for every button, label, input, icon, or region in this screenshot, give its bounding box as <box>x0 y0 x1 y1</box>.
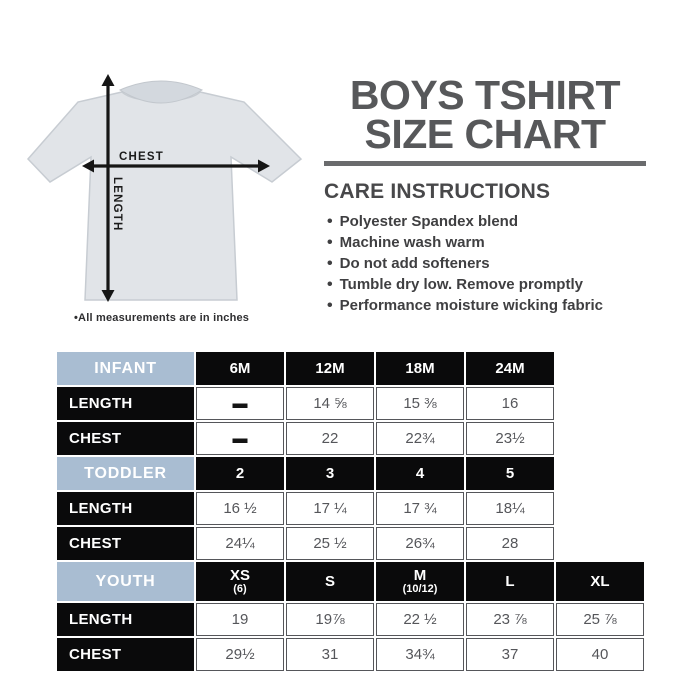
value-cell: 25 ⅞ <box>556 603 644 636</box>
care-item: Do not add softeners <box>324 253 646 274</box>
size-table: INFANT 6M 12M 18M 24M LENGTH ▬ 14 ⅝ 15 ⅜… <box>57 352 644 671</box>
value-cell: 24¼ <box>196 527 284 560</box>
size-header-cell: 18M <box>376 352 464 385</box>
length-label: LENGTH <box>111 177 123 231</box>
care-item-text: Do not add softeners <box>339 255 490 272</box>
empty-cell <box>556 352 644 385</box>
tshirt-illustration: CHEST LENGTH <box>26 74 303 302</box>
size-header-cell: S <box>286 562 374 601</box>
empty-cell <box>556 422 644 455</box>
value-cell: ▬ <box>196 387 284 420</box>
size-text: 3 <box>325 465 335 482</box>
empty-cell <box>556 527 644 560</box>
section-header-youth: YOUTH <box>57 562 194 601</box>
care-item-text: Performance moisture wicking fabric <box>339 297 604 314</box>
tshirt-shape <box>26 91 303 301</box>
size-header-cell: 4 <box>376 457 464 490</box>
size-header-cell: 3 <box>286 457 374 490</box>
care-item: Polyester Spandex blend <box>324 211 646 232</box>
size-text: XL <box>590 573 610 590</box>
value-cell: 31 <box>286 638 374 671</box>
page-title: BOYS TSHIRT SIZE CHART <box>324 72 646 157</box>
size-header-cell: 6M <box>196 352 284 385</box>
value-cell: 19 <box>196 603 284 636</box>
size-text: 2 <box>235 465 245 482</box>
measure-label-cell: CHEST <box>57 527 194 560</box>
empty-cell <box>556 492 644 525</box>
section-header-infant: INFANT <box>57 352 194 385</box>
measure-label-cell: CHEST <box>57 422 194 455</box>
value-cell: 29½ <box>196 638 284 671</box>
care-item-text: Machine wash warm <box>339 234 485 251</box>
size-text: 6M <box>229 360 251 377</box>
size-header-cell: 5 <box>466 457 554 490</box>
care-item: Performance moisture wicking fabric <box>324 295 646 316</box>
value-cell: 26¾ <box>376 527 464 560</box>
size-header-cell: 24M <box>466 352 554 385</box>
size-text: 12M <box>315 360 345 377</box>
value-cell: 14 ⅝ <box>286 387 374 420</box>
size-text: 24M <box>495 360 525 377</box>
value-cell: 37 <box>466 638 554 671</box>
size-header-cell: M (10/12) <box>376 562 464 601</box>
value-cell: 16 <box>466 387 554 420</box>
value-cell: 16 ½ <box>196 492 284 525</box>
value-cell: 23½ <box>466 422 554 455</box>
info-column: BOYS TSHIRT SIZE CHART CARE INSTRUCTIONS… <box>324 72 646 316</box>
size-header-cell: 2 <box>196 457 284 490</box>
measure-label-cell: LENGTH <box>57 492 194 525</box>
size-subtext: (10/12) <box>402 583 438 595</box>
page-title-line2: SIZE CHART <box>364 111 607 157</box>
size-header-cell: XL <box>556 562 644 601</box>
size-subtext: (6) <box>233 583 247 595</box>
size-text: L <box>505 573 515 590</box>
size-header-cell: L <box>466 562 554 601</box>
size-text: S <box>324 573 335 590</box>
length-arrow <box>101 74 115 302</box>
empty-cell <box>556 457 644 490</box>
value-cell: 17 ¾ <box>376 492 464 525</box>
care-item: Machine wash warm <box>324 232 646 253</box>
size-text: 18M <box>405 360 435 377</box>
tshirt-diagram: CHEST LENGTH <box>22 70 307 310</box>
value-cell: 15 ⅜ <box>376 387 464 420</box>
measurement-note: •All measurements are in inches <box>74 312 250 324</box>
chest-arrow <box>82 159 270 173</box>
size-header-cell: 12M <box>286 352 374 385</box>
size-text: 5 <box>505 465 515 482</box>
value-cell: 34¾ <box>376 638 464 671</box>
title-divider <box>324 161 646 166</box>
value-cell: 28 <box>466 527 554 560</box>
value-cell: 25 ½ <box>286 527 374 560</box>
care-item: Tumble dry low. Remove promptly <box>324 274 646 295</box>
section-header-toddler: TODDLER <box>57 457 194 490</box>
value-cell: 19⅞ <box>286 603 374 636</box>
value-cell: 23 ⅞ <box>466 603 554 636</box>
size-text: 4 <box>415 465 425 482</box>
care-instructions-list: Polyester Spandex blend Machine wash war… <box>324 211 646 316</box>
chest-label: CHEST <box>119 151 164 163</box>
care-item-text: Tumble dry low. Remove promptly <box>339 276 583 293</box>
measure-label-cell: LENGTH <box>57 603 194 636</box>
value-cell: 17 ¼ <box>286 492 374 525</box>
care-item-text: Polyester Spandex blend <box>339 213 518 230</box>
value-cell: 22 ½ <box>376 603 464 636</box>
value-cell: 40 <box>556 638 644 671</box>
tshirt-collar-icon <box>118 80 204 104</box>
size-header-cell: XS (6) <box>196 562 284 601</box>
care-instructions-heading: CARE INSTRUCTIONS <box>324 180 551 203</box>
page-title-line1: BOYS TSHIRT <box>349 72 621 118</box>
size-text: M <box>413 567 427 584</box>
value-cell: 22¾ <box>376 422 464 455</box>
measure-label-cell: LENGTH <box>57 387 194 420</box>
value-cell: 18¼ <box>466 492 554 525</box>
empty-cell <box>556 387 644 420</box>
value-cell: ▬ <box>196 422 284 455</box>
size-text: XS <box>229 567 250 584</box>
measure-label-cell: CHEST <box>57 638 194 671</box>
value-cell: 22 <box>286 422 374 455</box>
